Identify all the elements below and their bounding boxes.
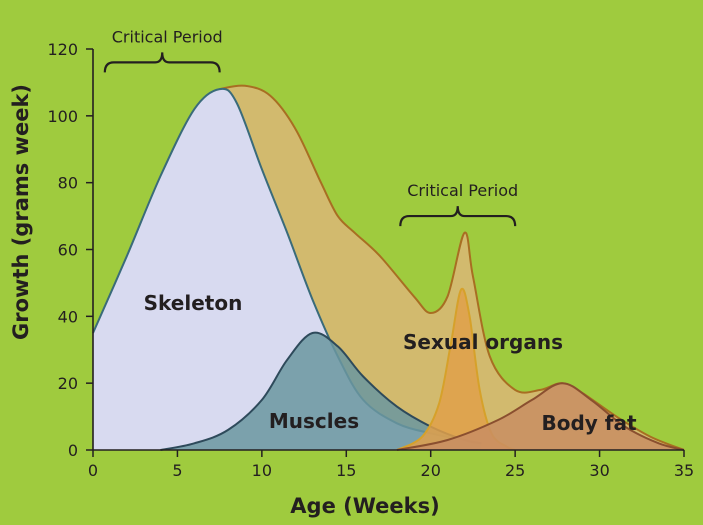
x-tick-label: 35 xyxy=(674,461,694,480)
critical-period-label-2: Critical Period xyxy=(407,181,518,200)
x-tick-label: 20 xyxy=(421,461,441,480)
y-tick-label: 0 xyxy=(68,441,78,460)
x-tick-label: 15 xyxy=(336,461,356,480)
series-label-skeleton: Skeleton xyxy=(144,291,243,315)
x-tick-label: 30 xyxy=(589,461,609,480)
y-tick-label: 20 xyxy=(58,374,78,393)
y-tick-label: 100 xyxy=(47,107,78,126)
area-sexual-organs xyxy=(396,288,516,450)
y-tick-label: 40 xyxy=(58,307,78,326)
area-skeleton xyxy=(93,88,482,450)
series-areas xyxy=(92,84,685,451)
line-body-fat xyxy=(396,382,685,451)
x-tick-label: 25 xyxy=(505,461,525,480)
x-tick-label: 5 xyxy=(172,461,182,480)
critical-period-label-1: Critical Period xyxy=(112,27,223,46)
y-axis-title: Growth (grams week) xyxy=(9,84,33,340)
y-tick-label: 80 xyxy=(58,174,78,193)
series-label-muscles: Muscles xyxy=(269,409,359,433)
x-axis-title: Age (Weeks) xyxy=(290,494,439,518)
critical-period-brace-2 xyxy=(399,206,517,227)
y-tick-label: 60 xyxy=(58,241,78,260)
critical-period-brace-1 xyxy=(103,52,221,73)
x-tick-label: 0 xyxy=(88,461,98,480)
ticks: 0 5 10 15 20 25 30 35 0 20 40 60 80 100 120 xyxy=(47,40,694,480)
annotations: Critical Period Critical Period xyxy=(103,27,518,227)
y-tick-label: 120 xyxy=(47,40,78,59)
x-tick-label: 10 xyxy=(252,461,272,480)
series-label-body-fat: Body fat xyxy=(541,411,636,435)
series-label-sexual-organs: Sexual organs xyxy=(403,330,563,354)
